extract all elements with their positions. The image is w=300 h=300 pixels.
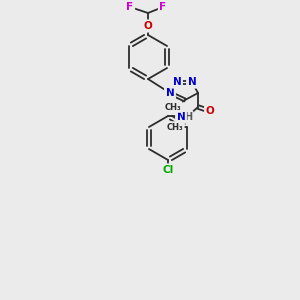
Text: O: O <box>144 21 152 31</box>
Text: CH₃: CH₃ <box>165 103 181 112</box>
Text: O: O <box>206 106 214 116</box>
Text: F: F <box>126 2 134 12</box>
Text: H: H <box>184 112 192 122</box>
Text: N: N <box>177 112 185 122</box>
Text: N: N <box>172 77 182 87</box>
Text: N: N <box>188 77 196 87</box>
Text: N: N <box>166 88 174 98</box>
Text: CH₃: CH₃ <box>167 122 183 131</box>
Text: F: F <box>159 2 167 12</box>
Text: Cl: Cl <box>162 165 174 175</box>
